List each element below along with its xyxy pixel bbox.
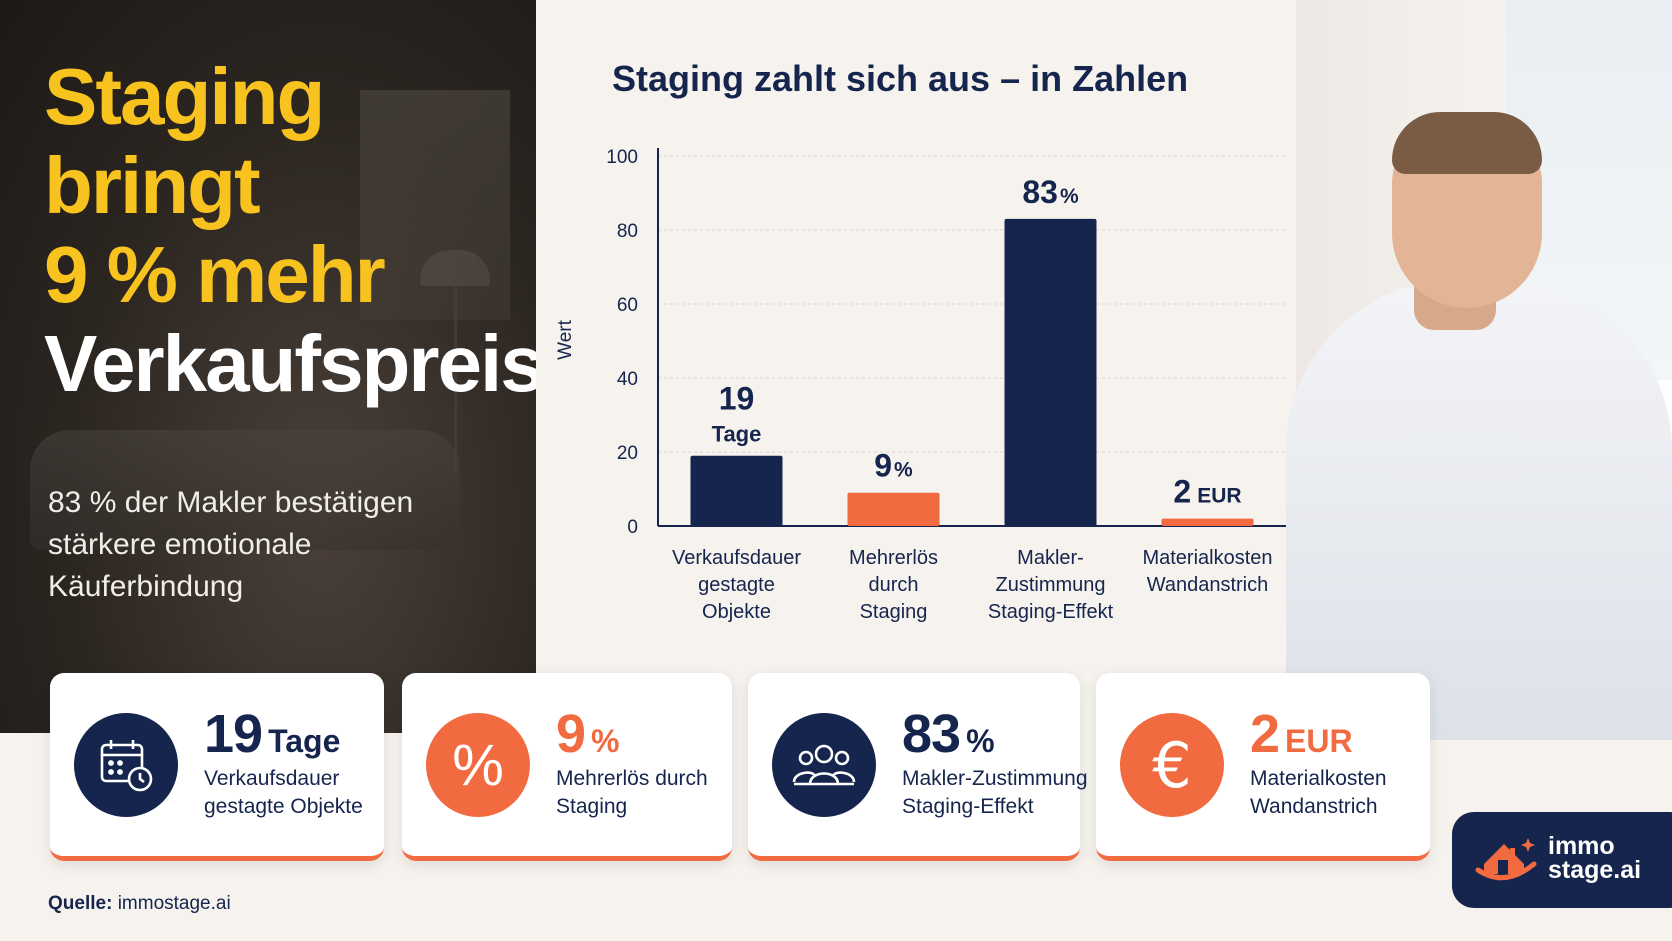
- data-label: 9%: [874, 448, 913, 484]
- y-tick-label: 40: [617, 369, 638, 390]
- logo-line-2: stage.ai: [1548, 856, 1642, 884]
- source-value: immostage.ai: [117, 893, 231, 914]
- hero-subtitle: 83 % der Makler bestätigen stärkere emot…: [48, 486, 414, 603]
- stat-2-description: Mehrerlös durch Staging: [556, 767, 708, 818]
- stat-1-value: 19 Tage: [204, 704, 341, 764]
- headline-line-1: Staging: [44, 52, 325, 141]
- chart-panel: [536, 0, 1296, 680]
- people-group-icon: [772, 713, 876, 817]
- stat-1-description: Verkaufsdauer gestagte Objekte: [204, 767, 363, 818]
- data-label-unit: Tage: [712, 422, 762, 447]
- hero-panel: Staging bringt 9 % mehr Verkaufspreis 83…: [0, 0, 545, 733]
- y-tick-label: 0: [627, 517, 638, 538]
- calendar-clock-icon: [74, 713, 178, 817]
- y-tick-label: 100: [606, 147, 638, 168]
- x-tick-label: Makler-: [1017, 547, 1084, 569]
- immostage-logo: immo stage.ai: [1452, 812, 1672, 908]
- x-tick-label: gestagte: [698, 574, 775, 596]
- y-tick-label: 20: [617, 443, 638, 464]
- euro-icon: €: [1120, 713, 1224, 817]
- background-sofa: [30, 430, 460, 550]
- stat-3-value: 83%: [902, 704, 995, 764]
- y-tick-label: 60: [617, 295, 638, 316]
- bar: [690, 455, 783, 526]
- data-label-unit: EUR: [1197, 485, 1241, 508]
- x-tick-label: Staging-Effekt: [988, 601, 1114, 623]
- bar: [1004, 218, 1097, 526]
- background-lamp: [420, 250, 490, 286]
- data-label: 2 EUR: [1173, 474, 1241, 510]
- x-tick-label: Mehrerlös: [849, 547, 938, 569]
- stat-card-2: % 9% Mehrerlös durch Staging: [402, 673, 732, 861]
- y-axis-label: Wert: [555, 319, 576, 359]
- bar: [1161, 518, 1254, 526]
- headline-line-4: Verkaufspreis: [44, 319, 545, 408]
- data-label: 83%: [1022, 174, 1079, 210]
- stat-card-1: 19 Tage Verkaufsdauer gestagte Objekte: [50, 673, 384, 861]
- data-label-value: 9: [874, 448, 892, 484]
- chart-title: Staging zahlt sich aus – in Zahlen: [612, 58, 1189, 99]
- photo-hair: [1392, 112, 1542, 174]
- bar-chart: 0 20 40 60 80 100 Wert 19 Tage Verkaufsdauer gesta…: [555, 147, 1286, 623]
- x-tick-label: Staging: [860, 601, 928, 623]
- data-label-value: 19: [719, 381, 755, 417]
- stat-3-description: Makler-Zustimmung Staging-Effekt: [902, 767, 1088, 818]
- data-label-unit: %: [894, 459, 913, 482]
- data-label-value: 83: [1022, 174, 1058, 210]
- source-note: Quelle: immostage.ai: [48, 893, 231, 915]
- x-tick-label: Materialkosten: [1142, 547, 1272, 569]
- data-label-value: 2: [1173, 474, 1191, 510]
- stat-card-3: 83% Makler-Zustimmung Staging-Effekt: [748, 673, 1088, 861]
- headline-line-3: 9 % mehr: [44, 230, 386, 319]
- photo-shirt: [1286, 280, 1672, 740]
- stat-2-value: 9%: [556, 704, 620, 764]
- x-tick-label: Objekte: [702, 601, 771, 623]
- stat-4-description: Materialkosten Wandanstrich: [1250, 767, 1387, 818]
- presenter-photo: [1286, 0, 1672, 740]
- logo-line-1: immo: [1548, 832, 1615, 860]
- house-logo-icon: [1475, 838, 1537, 881]
- y-tick-label: 80: [617, 221, 638, 242]
- percent-icon: %: [426, 713, 530, 817]
- data-label-unit: %: [1060, 185, 1079, 208]
- x-tick-label: durch: [868, 574, 918, 596]
- stat-card-4: € 2 EUR Materialkosten Wandanstrich: [1096, 673, 1430, 861]
- headline-line-2: bringt: [44, 141, 261, 230]
- hero-headline: Staging bringt 9 % mehr Verkaufspreis: [44, 52, 545, 408]
- x-tick-label: Zustimmung: [995, 574, 1105, 596]
- background-lamp-pole: [454, 286, 457, 476]
- x-tick-label: Verkaufsdauer: [672, 547, 801, 569]
- source-label: Quelle:: [48, 893, 113, 914]
- stat-4-value: 2 EUR: [1250, 704, 1353, 764]
- bar: [847, 492, 940, 526]
- x-tick-label: Wandanstrich: [1147, 574, 1269, 596]
